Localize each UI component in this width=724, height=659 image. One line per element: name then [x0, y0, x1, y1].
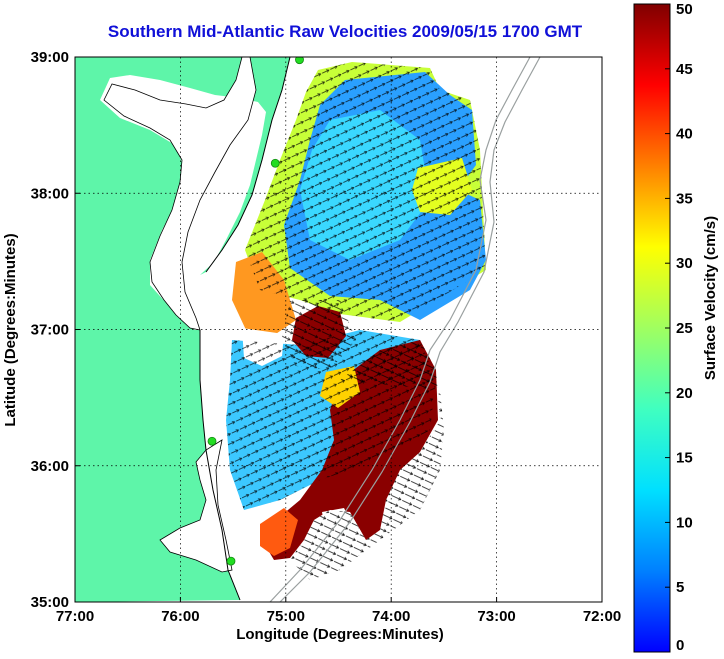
- lat-tick-label: 36:00: [31, 458, 69, 475]
- speed-region-cape-charles-jet: [232, 252, 296, 338]
- pamlico-sound: [159, 439, 233, 573]
- colorbar-tick-label: 40: [676, 126, 693, 143]
- colorbar-tick-label: 30: [676, 255, 693, 272]
- arrow-overlay-jet: [290, 340, 444, 580]
- longitude-ticks: 77:00 76:00 75:00 74:00 73:00 72:00: [56, 597, 621, 625]
- colorbar-tick-label: 20: [676, 385, 693, 402]
- arrow-overlay-north: [245, 62, 486, 322]
- colorbar: [633, 3, 671, 653]
- colorbar-tick-label: 45: [676, 61, 693, 78]
- lon-tick-label: 77:00: [56, 608, 94, 625]
- stations: [207, 57, 304, 566]
- coastline: [199, 57, 291, 601]
- lon-tick-label: 74:00: [372, 608, 410, 625]
- lon-tick-label: 72:00: [583, 608, 621, 625]
- colorbar-ticks: 0 5 10 15 20 25 30 35 40 45 50: [665, 1, 693, 654]
- velocity-field: [226, 62, 486, 580]
- lat-tick-label: 39:00: [31, 49, 69, 66]
- speed-region-southern-orange: [260, 508, 298, 556]
- lon-tick-label: 76:00: [161, 608, 199, 625]
- latitude-ticks: 35:00 36:00 37:00 38:00 39:00: [31, 49, 80, 611]
- colorbar-tick-label: 15: [676, 450, 693, 467]
- colorbar-tick-label: 5: [676, 579, 684, 596]
- lon-tick-label: 73:00: [477, 608, 515, 625]
- station-hatteras: [226, 556, 236, 566]
- y-axis-label: Latitude (Degrees:Minutes): [2, 233, 19, 426]
- grid: [75, 57, 602, 602]
- station-virginia-beach: [207, 436, 217, 446]
- lat-tick-label: 35:00: [31, 594, 69, 611]
- colorbar-label: Surface Velocity (cm/s): [702, 216, 719, 380]
- colorbar-tick-label: 0: [676, 637, 684, 654]
- colorbar-tick-label: 10: [676, 514, 693, 531]
- arrow-overlay-eddy: [282, 300, 356, 370]
- station-delaware: [270, 158, 280, 168]
- lon-tick-label: 75:00: [267, 608, 305, 625]
- land-mass: [75, 57, 290, 602]
- x-axis-label: Longitude (Degrees:Minutes): [236, 626, 444, 643]
- bathymetry-contours: [269, 57, 541, 602]
- station-north: [295, 57, 304, 65]
- lat-tick-label: 37:00: [31, 322, 69, 339]
- colorbar-tick-label: 25: [676, 320, 693, 337]
- map-title: Southern Mid-Atlantic Raw Velocities 200…: [107, 22, 583, 41]
- colorbar-tick-label: 50: [676, 1, 693, 18]
- colorbar-tick-label: 35: [676, 190, 693, 207]
- lat-tick-label: 38:00: [31, 185, 69, 202]
